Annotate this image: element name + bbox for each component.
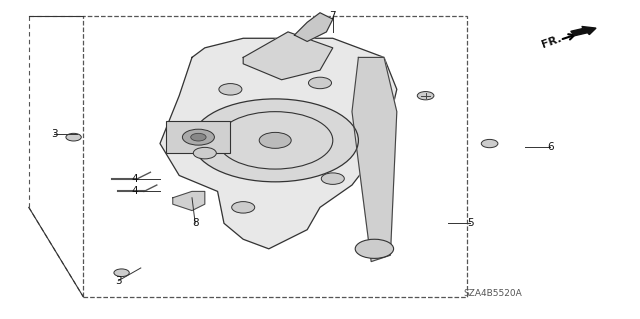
Text: FR.: FR. [540, 33, 563, 50]
Bar [83, 16, 467, 297]
Circle shape [481, 139, 498, 148]
Text: 4: 4 [131, 174, 138, 184]
Circle shape [191, 133, 206, 141]
Circle shape [321, 173, 344, 184]
Text: SZA4B5520A: SZA4B5520A [463, 289, 522, 298]
Polygon shape [243, 32, 333, 80]
Bar [166, 121, 230, 153]
Circle shape [308, 77, 332, 89]
Circle shape [259, 132, 291, 148]
Polygon shape [160, 38, 397, 249]
Circle shape [66, 133, 81, 141]
Circle shape [219, 84, 242, 95]
FancyArrow shape [571, 26, 596, 36]
Text: 8: 8 [192, 218, 198, 228]
Polygon shape [352, 57, 397, 262]
Circle shape [182, 129, 214, 145]
Ellipse shape [355, 239, 394, 258]
Circle shape [193, 147, 216, 159]
Text: 4: 4 [131, 186, 138, 197]
Circle shape [114, 269, 129, 277]
Circle shape [232, 202, 255, 213]
Text: 7: 7 [330, 11, 336, 21]
Text: 5: 5 [467, 218, 474, 228]
Circle shape [417, 92, 434, 100]
Text: 6: 6 [547, 142, 554, 152]
Polygon shape [294, 13, 333, 41]
Text: 3: 3 [51, 129, 58, 139]
Text: 3: 3 [115, 276, 122, 286]
Circle shape [192, 99, 358, 182]
Polygon shape [173, 191, 205, 211]
